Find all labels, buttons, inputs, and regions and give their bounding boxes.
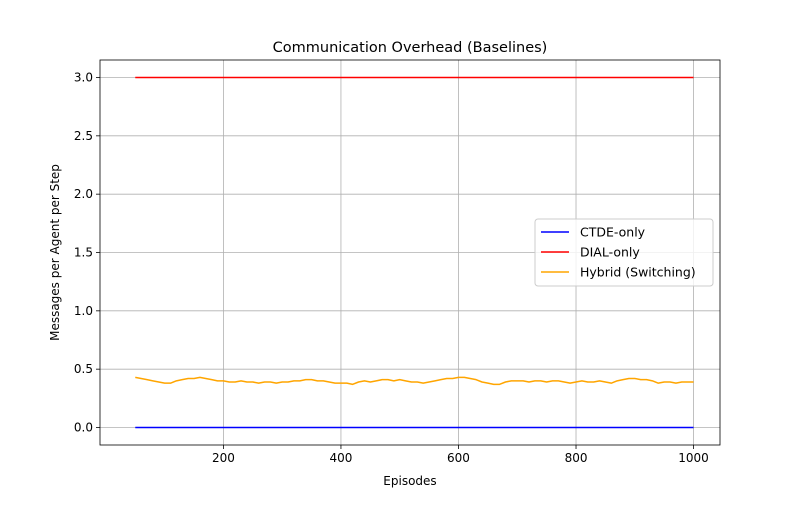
y-tick-label: 3.0: [74, 71, 93, 85]
x-tick-label: 600: [447, 451, 470, 465]
y-tick-label: 1.0: [74, 304, 93, 318]
x-tick-label: 200: [212, 451, 235, 465]
y-tick-label: 2.5: [74, 129, 93, 143]
y-axis-label: Messages per Agent per Step: [48, 164, 62, 341]
y-tick-label: 0.5: [74, 362, 93, 376]
x-tick-label: 400: [329, 451, 352, 465]
y-tick-label: 0.0: [74, 421, 93, 435]
y-axis-ticks: 0.0 0.5 1.0 1.5 2.0 2.5 3.0: [74, 71, 100, 435]
series-lines: [135, 76, 694, 429]
x-axis-ticks: 200 400 600 800 1000: [212, 445, 709, 465]
legend-box: [534, 218, 714, 287]
x-tick-label: 1000: [678, 451, 709, 465]
legend-label-dial-only: DIAL-only: [580, 245, 640, 260]
legend-label-ctde-only: CTDE-only: [580, 225, 646, 240]
x-axis-label: Episodes: [383, 474, 436, 488]
legend: CTDE-only DIAL-only Hybrid (Switching): [534, 218, 714, 287]
chart-title: Communication Overhead (Baselines): [273, 40, 548, 56]
y-tick-label: 1.5: [74, 246, 93, 260]
x-tick-label: 800: [565, 451, 588, 465]
grid-lines: [100, 60, 720, 445]
legend-label-hybrid-switching: Hybrid (Switching): [580, 265, 696, 280]
series-line-hybrid-switching: [135, 376, 694, 386]
y-tick-label: 2.0: [74, 187, 93, 201]
